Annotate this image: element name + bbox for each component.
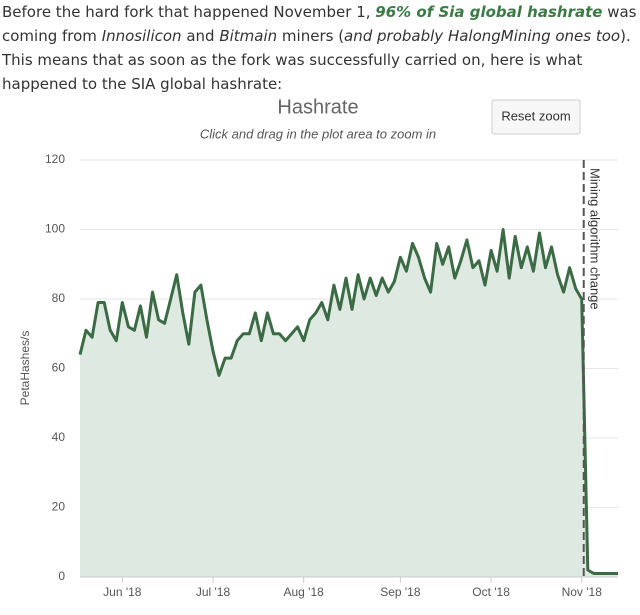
y-tick-label: 20: [52, 500, 66, 514]
annotation-label: Mining algorithm change: [587, 168, 602, 310]
text: and: [181, 27, 220, 45]
x-tick-label: Jun '18: [103, 585, 142, 599]
y-tick-label: 80: [52, 291, 66, 305]
reset-zoom-label[interactable]: Reset zoom: [501, 108, 570, 123]
intro-paragraph: Before the hard fork that happened Novem…: [2, 0, 638, 96]
text: Before the hard fork that happened Novem…: [2, 3, 376, 21]
emphasis: and probably HalongMining ones too: [344, 27, 621, 45]
emphasis: Bitmain: [219, 27, 278, 45]
emphasis: Innosilicon: [101, 27, 182, 45]
x-tick-label: Oct '18: [472, 585, 510, 599]
y-axis-label: PetaHashes/s: [18, 331, 32, 406]
x-tick-label: Aug '18: [283, 585, 324, 599]
x-tick-label: Nov '18: [562, 585, 603, 599]
emphasis: 96% of Sia global hashrate: [375, 3, 603, 21]
x-tick-label: Jul '18: [196, 585, 231, 599]
text: miners (: [277, 27, 345, 45]
text: ). This means that as soon as the fork w…: [2, 27, 631, 93]
y-tick-label: 60: [52, 361, 66, 375]
y-tick-label: 0: [58, 569, 65, 583]
line: [78, 228, 618, 575]
chart-subtitle: Click and drag in the plot area to zoom …: [200, 126, 436, 141]
reset-zoom-button[interactable]: [491, 99, 581, 135]
y-tick-label: 40: [52, 430, 66, 444]
y-tick-label: 100: [45, 222, 65, 236]
y-tick-label: 120: [45, 152, 65, 166]
x-tick-label: Sep '18: [380, 585, 421, 599]
area: [80, 229, 618, 577]
chart-title: Hashrate: [277, 96, 358, 118]
text: was coming from: [2, 3, 637, 45]
